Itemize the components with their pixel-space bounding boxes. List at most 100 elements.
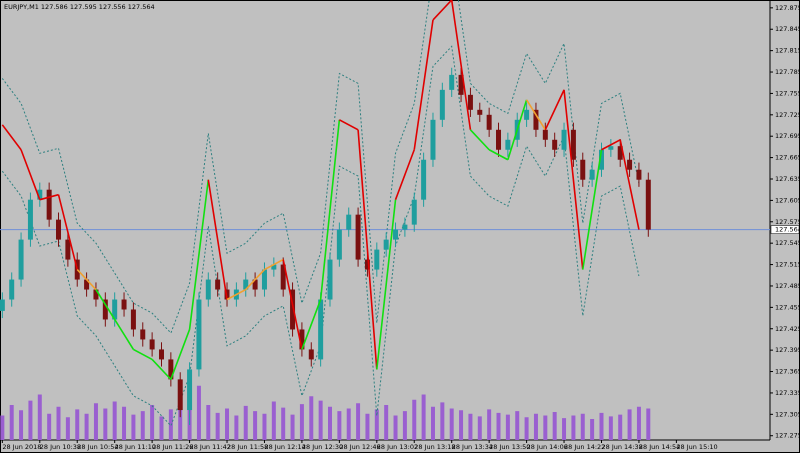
volume-bar xyxy=(599,412,604,440)
x-tick-label: 28 Jun 11:26 xyxy=(152,443,193,451)
y-tick-label: 127.605 xyxy=(775,196,800,204)
volume-bar xyxy=(243,405,248,440)
candle-body xyxy=(374,249,380,270)
indicator-segment xyxy=(432,0,453,21)
x-tick-label: 28 Jun 11:42 xyxy=(190,443,231,451)
indicator-segment xyxy=(282,259,303,350)
volume-bar xyxy=(627,409,632,440)
volume-bar xyxy=(281,407,286,440)
candle-body xyxy=(121,299,127,310)
candle-body xyxy=(561,129,567,150)
candle-body xyxy=(327,259,333,300)
y-tick-label: 127.875 xyxy=(775,4,800,12)
y-tick-label: 127.815 xyxy=(775,47,800,55)
volume-bar xyxy=(590,419,595,440)
x-tick-label: 28 Jun 12:14 xyxy=(264,443,305,451)
indicator-segment xyxy=(488,149,509,161)
indicator-segment xyxy=(133,348,153,361)
y-tick-label: 127.485 xyxy=(775,282,800,290)
candle-body xyxy=(542,129,548,140)
volume-bar xyxy=(496,412,501,440)
y-tick-label: 127.395 xyxy=(775,346,800,354)
candle-body xyxy=(458,74,464,95)
axes: 127.875 127.845 127.815 127.785 127.755 127.7… xyxy=(1,4,800,451)
volume-bar xyxy=(402,411,407,440)
y-tick-label: 127.755 xyxy=(775,89,800,97)
x-tick-label: 28 Jun 13:34 xyxy=(452,443,493,451)
candle-body xyxy=(130,309,136,330)
candle-body xyxy=(449,74,455,90)
band-upper xyxy=(1,0,640,334)
x-tick-label: 28 Jun 13:18 xyxy=(414,443,455,451)
candle-body xyxy=(467,94,473,110)
indicator-segment xyxy=(544,89,565,131)
y-tick-label: 127.635 xyxy=(775,175,800,183)
candle-body xyxy=(393,229,399,240)
indicator-segment xyxy=(20,149,41,200)
x-tick-label: 28 Jun 14:54 xyxy=(639,443,680,451)
y-tick-label: 127.365 xyxy=(775,368,800,376)
indicator-segment xyxy=(114,319,135,350)
candle-body xyxy=(252,279,258,290)
volume-bar xyxy=(552,412,557,440)
candle-body xyxy=(261,269,267,290)
candle-body xyxy=(18,239,24,280)
volume-bar xyxy=(440,402,445,440)
candle-body xyxy=(636,169,642,180)
y-tick-label: 127.455 xyxy=(775,303,800,311)
volume-bar xyxy=(636,406,641,440)
volume-bar xyxy=(328,406,332,440)
candle-body xyxy=(318,299,324,360)
y-tick-label: 127.845 xyxy=(775,25,800,33)
candle-body xyxy=(617,146,623,160)
candle-body xyxy=(411,199,417,225)
indicator-segment xyxy=(207,179,228,300)
volume-bar xyxy=(0,415,5,440)
candle-body xyxy=(290,289,296,330)
volume-bar xyxy=(122,406,127,440)
volume-bar xyxy=(159,416,164,440)
candle-body xyxy=(280,264,286,290)
y-tick-label: 127.665 xyxy=(775,154,800,162)
price-label: 127.564 xyxy=(775,226,800,234)
x-tick-label: 28 Jun 13:02 xyxy=(377,443,418,451)
indicator-segment xyxy=(413,19,434,150)
volume-bar xyxy=(356,403,361,440)
y-tick-label: 127.785 xyxy=(775,68,800,76)
candle-body xyxy=(486,114,492,130)
indicator-segment xyxy=(357,129,378,370)
volume-bar xyxy=(253,411,258,440)
candle-body xyxy=(439,89,445,120)
volume-bar xyxy=(430,406,435,440)
candle-body xyxy=(383,239,389,250)
candle-body xyxy=(402,224,408,230)
plot-area xyxy=(0,0,770,440)
y-tick-label: 127.515 xyxy=(775,261,800,269)
volume-bar xyxy=(131,414,136,440)
candle-body xyxy=(0,299,5,311)
indicator-segment xyxy=(619,139,640,230)
indicator-segment xyxy=(301,299,322,350)
candle-body xyxy=(505,139,511,150)
price-label-box xyxy=(770,225,800,234)
candle-body xyxy=(168,359,174,380)
indicator-segment xyxy=(563,89,584,270)
candle-body xyxy=(158,349,164,360)
chart-title: EURJPY,M1 127.586 127.595 127.556 127.56… xyxy=(4,3,155,11)
volume-bar xyxy=(318,400,323,440)
volume-bar xyxy=(140,411,145,440)
indicator-segment xyxy=(338,119,359,131)
y-tick-label: 127.305 xyxy=(775,410,800,418)
indicator-segment xyxy=(39,193,59,201)
volume-bar xyxy=(9,405,14,440)
candle-body xyxy=(196,299,202,370)
indicator-segment xyxy=(245,269,266,291)
candle-body xyxy=(112,299,118,320)
indicator-segment xyxy=(450,0,472,130)
volume-bar xyxy=(384,405,389,440)
candle-body xyxy=(580,159,586,180)
candle-body xyxy=(477,109,483,115)
candle-body xyxy=(645,179,651,230)
indicator-segment xyxy=(394,149,416,200)
